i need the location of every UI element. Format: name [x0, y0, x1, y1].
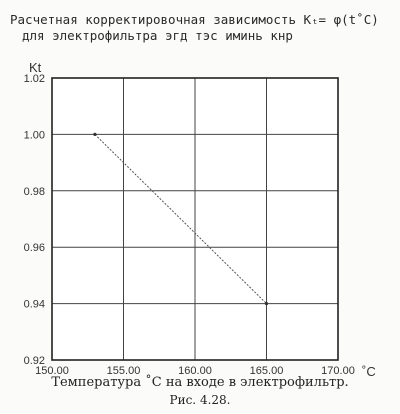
y-tick-label: 0.94: [24, 299, 45, 311]
figure-caption: Рис. 4.28.: [169, 393, 231, 407]
plot-area-frame: [51, 77, 339, 361]
chart-plot: 0.92 0.94 0.96 0.98 1.00 1.02 150.00 155.00 160…: [24, 60, 376, 379]
y-tick-label: 1.00: [24, 129, 45, 141]
series-line: [94, 134, 267, 304]
x-tick-label: 155.00: [107, 365, 141, 377]
x-tick-labels: 150.00 155.00 160.00 165.00 170.00: [35, 365, 355, 377]
data-point: [93, 132, 97, 136]
chart-title-line-1: Расчетная корректировочная зависимость K…: [10, 12, 379, 27]
y-tick-label: 1.02: [24, 73, 45, 85]
chart-title-line-2: для электрофильтра эгд тэс иминь кнр: [22, 28, 293, 43]
series-layer: [93, 132, 269, 306]
y-axis-label: Kt: [29, 60, 42, 75]
y-tick-label: 0.98: [24, 186, 45, 198]
x-tick-label: 160.00: [178, 365, 212, 377]
x-tick-label: 150.00: [35, 365, 69, 377]
x-axis-unit: ˚C: [362, 364, 376, 379]
x-tick-label: 170.00: [321, 365, 355, 377]
x-tick-label: 165.00: [250, 365, 284, 377]
y-tick-label: 0.92: [24, 355, 45, 367]
y-tick-labels: 0.92 0.94 0.96 0.98 1.00 1.02: [24, 73, 45, 367]
x-axis-label: Температура ˚C на входе в электрофильтр.: [51, 375, 349, 390]
data-point: [264, 302, 269, 306]
y-tick-label: 0.96: [24, 242, 45, 254]
